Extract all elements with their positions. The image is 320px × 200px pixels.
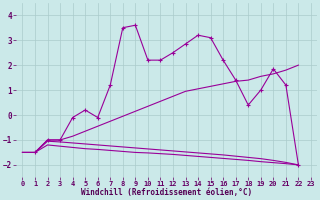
X-axis label: Windchill (Refroidissement éolien,°C): Windchill (Refroidissement éolien,°C) [81,188,252,197]
